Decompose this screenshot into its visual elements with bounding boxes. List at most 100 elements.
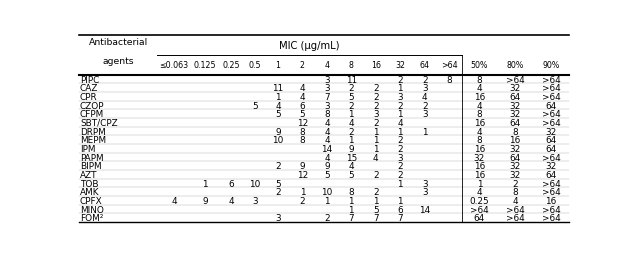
Text: 4: 4 bbox=[324, 136, 330, 145]
Text: MINO: MINO bbox=[80, 205, 104, 214]
Text: 8: 8 bbox=[446, 75, 453, 84]
Text: 8: 8 bbox=[513, 187, 518, 196]
Text: 1: 1 bbox=[422, 127, 428, 136]
Text: CAZ: CAZ bbox=[80, 84, 99, 93]
Text: >64: >64 bbox=[542, 84, 561, 93]
Text: 1: 1 bbox=[349, 110, 354, 119]
Text: SBT/CPZ: SBT/CPZ bbox=[80, 118, 118, 128]
Text: >64: >64 bbox=[542, 179, 561, 188]
Text: 5: 5 bbox=[275, 179, 281, 188]
Text: 1: 1 bbox=[398, 179, 403, 188]
Text: 1: 1 bbox=[398, 196, 403, 205]
Text: >64: >64 bbox=[506, 205, 525, 214]
Text: 5: 5 bbox=[349, 170, 354, 179]
Text: 32: 32 bbox=[509, 144, 521, 153]
Text: 64: 64 bbox=[509, 118, 521, 128]
Text: 90%: 90% bbox=[542, 61, 559, 70]
Text: 16: 16 bbox=[371, 61, 381, 70]
Text: ≤0.063: ≤0.063 bbox=[159, 61, 188, 70]
Text: 2: 2 bbox=[422, 75, 428, 84]
Text: 5: 5 bbox=[349, 92, 354, 102]
Text: 4: 4 bbox=[300, 92, 305, 102]
Text: 8: 8 bbox=[477, 110, 482, 119]
Text: 4: 4 bbox=[373, 153, 379, 162]
Text: 16: 16 bbox=[474, 170, 485, 179]
Text: 4: 4 bbox=[300, 84, 305, 93]
Text: 1: 1 bbox=[373, 136, 379, 145]
Text: FOM²: FOM² bbox=[80, 213, 104, 222]
Text: 1: 1 bbox=[349, 196, 354, 205]
Text: 4: 4 bbox=[422, 92, 428, 102]
Text: BIPM: BIPM bbox=[80, 162, 102, 170]
Text: 1: 1 bbox=[373, 144, 379, 153]
Text: 16: 16 bbox=[474, 144, 485, 153]
Text: >64: >64 bbox=[441, 61, 458, 70]
Text: >64: >64 bbox=[470, 205, 489, 214]
Text: 32: 32 bbox=[474, 153, 485, 162]
Text: 2: 2 bbox=[373, 118, 379, 128]
Text: 4: 4 bbox=[477, 101, 482, 110]
Text: 3: 3 bbox=[324, 101, 330, 110]
Text: 8: 8 bbox=[300, 127, 305, 136]
Text: 64: 64 bbox=[545, 170, 557, 179]
Text: 2: 2 bbox=[373, 92, 379, 102]
Text: >64: >64 bbox=[542, 92, 561, 102]
Text: 2: 2 bbox=[398, 75, 403, 84]
Text: MIC (μg/mL): MIC (μg/mL) bbox=[279, 41, 339, 51]
Text: 2: 2 bbox=[275, 162, 281, 170]
Text: 1: 1 bbox=[276, 61, 281, 70]
Text: 8: 8 bbox=[348, 187, 355, 196]
Text: 12: 12 bbox=[297, 170, 308, 179]
Text: 2: 2 bbox=[373, 187, 379, 196]
Text: 7: 7 bbox=[373, 213, 379, 222]
Text: 64: 64 bbox=[509, 92, 521, 102]
Text: 16: 16 bbox=[474, 162, 485, 170]
Text: 2: 2 bbox=[398, 144, 403, 153]
Text: 4: 4 bbox=[324, 153, 330, 162]
Text: 5: 5 bbox=[373, 205, 379, 214]
Text: 2: 2 bbox=[398, 101, 403, 110]
Text: 14: 14 bbox=[321, 144, 332, 153]
Text: 11: 11 bbox=[346, 75, 357, 84]
Text: 5: 5 bbox=[300, 110, 305, 119]
Text: 32: 32 bbox=[509, 162, 521, 170]
Text: 64: 64 bbox=[545, 101, 557, 110]
Text: 9: 9 bbox=[324, 162, 330, 170]
Text: IPM: IPM bbox=[80, 144, 95, 153]
Text: 4: 4 bbox=[229, 196, 234, 205]
Text: 3: 3 bbox=[422, 110, 428, 119]
Text: DRPM: DRPM bbox=[80, 127, 106, 136]
Text: 7: 7 bbox=[324, 92, 330, 102]
Text: 8: 8 bbox=[477, 136, 482, 145]
Text: 2: 2 bbox=[513, 179, 518, 188]
Text: 1: 1 bbox=[477, 179, 482, 188]
Text: 1: 1 bbox=[373, 196, 379, 205]
Text: PAPM: PAPM bbox=[80, 153, 104, 162]
Text: 10: 10 bbox=[321, 187, 332, 196]
Text: CZOP: CZOP bbox=[80, 101, 104, 110]
Text: 5: 5 bbox=[252, 101, 258, 110]
Text: 3: 3 bbox=[398, 92, 403, 102]
Text: 2: 2 bbox=[398, 170, 403, 179]
Text: 3: 3 bbox=[324, 75, 330, 84]
Text: 8: 8 bbox=[324, 110, 330, 119]
Text: 6: 6 bbox=[398, 205, 403, 214]
Text: 32: 32 bbox=[509, 101, 521, 110]
Text: 5: 5 bbox=[324, 170, 330, 179]
Text: 4: 4 bbox=[513, 196, 518, 205]
Text: 1: 1 bbox=[373, 127, 379, 136]
Text: 1: 1 bbox=[324, 196, 330, 205]
Text: 2: 2 bbox=[373, 101, 379, 110]
Text: agents: agents bbox=[102, 57, 134, 66]
Text: 9: 9 bbox=[202, 196, 208, 205]
Text: 32: 32 bbox=[545, 162, 557, 170]
Text: 4: 4 bbox=[324, 61, 329, 70]
Text: 9: 9 bbox=[300, 162, 305, 170]
Text: 2: 2 bbox=[349, 84, 354, 93]
Text: PIPC: PIPC bbox=[80, 75, 99, 84]
Text: 2: 2 bbox=[398, 136, 403, 145]
Text: 0.5: 0.5 bbox=[248, 61, 261, 70]
Text: 11: 11 bbox=[272, 84, 284, 93]
Text: 16: 16 bbox=[509, 136, 521, 145]
Text: 1: 1 bbox=[349, 205, 354, 214]
